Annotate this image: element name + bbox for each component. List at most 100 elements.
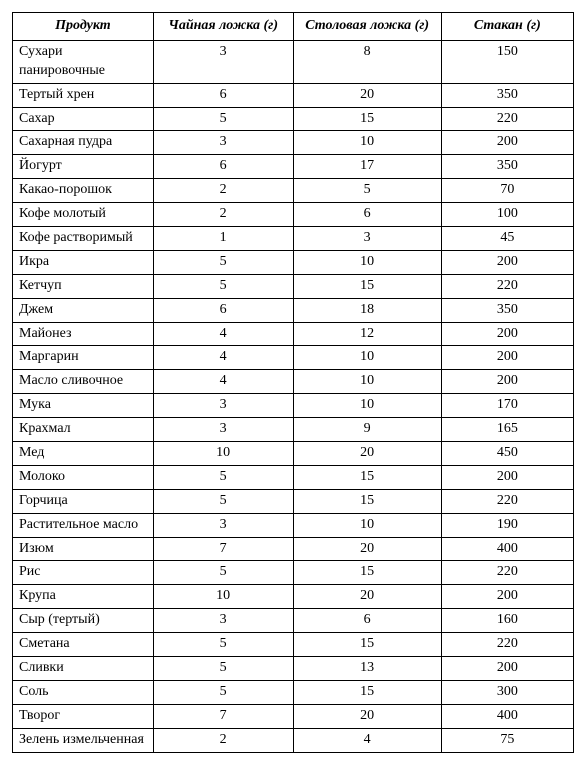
col-header-teaspoon: Чайная ложка (г) xyxy=(153,13,293,41)
cell-value: 190 xyxy=(441,513,573,537)
table-row: Икра510200 xyxy=(13,250,574,274)
cell-value: 8 xyxy=(293,40,441,83)
cell-value: 200 xyxy=(441,322,573,346)
cell-product: Сливки xyxy=(13,657,154,681)
cell-value: 10 xyxy=(293,513,441,537)
cell-product: Тертый хрен xyxy=(13,83,154,107)
cell-value: 220 xyxy=(441,561,573,585)
cell-product: Горчица xyxy=(13,489,154,513)
cell-value: 200 xyxy=(441,585,573,609)
cell-value: 17 xyxy=(293,155,441,179)
cell-product: Мука xyxy=(13,394,154,418)
cell-value: 400 xyxy=(441,537,573,561)
cell-value: 6 xyxy=(293,609,441,633)
cell-value: 70 xyxy=(441,179,573,203)
cell-value: 220 xyxy=(441,633,573,657)
table-row: Масло сливочное410200 xyxy=(13,370,574,394)
cell-value: 350 xyxy=(441,155,573,179)
cell-value: 220 xyxy=(441,274,573,298)
cell-value: 220 xyxy=(441,489,573,513)
table-row: Сыр (тертый)36160 xyxy=(13,609,574,633)
table-row: Растительное масло310190 xyxy=(13,513,574,537)
cell-product: Крахмал xyxy=(13,418,154,442)
table-row: Кофе молотый26100 xyxy=(13,203,574,227)
table-row: Джем618350 xyxy=(13,298,574,322)
cell-value: 200 xyxy=(441,370,573,394)
cell-product: Изюм xyxy=(13,537,154,561)
cell-value: 15 xyxy=(293,633,441,657)
cell-value: 75 xyxy=(441,728,573,752)
cell-value: 5 xyxy=(153,107,293,131)
table-row: Кетчуп515220 xyxy=(13,274,574,298)
table-row: Маргарин410200 xyxy=(13,346,574,370)
table-row: Творог720400 xyxy=(13,704,574,728)
cell-product: Крупа xyxy=(13,585,154,609)
table-row: Какао-порошок2570 xyxy=(13,179,574,203)
cell-value: 9 xyxy=(293,418,441,442)
table-row: Мед1020450 xyxy=(13,442,574,466)
cell-value: 5 xyxy=(153,680,293,704)
cell-value: 350 xyxy=(441,298,573,322)
cell-product: Сахар xyxy=(13,107,154,131)
cell-value: 10 xyxy=(293,394,441,418)
cell-value: 4 xyxy=(153,346,293,370)
cell-value: 20 xyxy=(293,704,441,728)
cell-value: 3 xyxy=(153,513,293,537)
cell-value: 450 xyxy=(441,442,573,466)
cell-value: 220 xyxy=(441,107,573,131)
cell-value: 45 xyxy=(441,227,573,251)
table-row: Сахарная пудра310200 xyxy=(13,131,574,155)
cell-value: 20 xyxy=(293,442,441,466)
cell-product: Икра xyxy=(13,250,154,274)
cell-product: Кетчуп xyxy=(13,274,154,298)
cell-value: 165 xyxy=(441,418,573,442)
cell-value: 15 xyxy=(293,680,441,704)
cell-value: 400 xyxy=(441,704,573,728)
cell-value: 5 xyxy=(153,489,293,513)
cell-value: 7 xyxy=(153,704,293,728)
cell-value: 6 xyxy=(153,155,293,179)
cell-value: 200 xyxy=(441,250,573,274)
table-row: Майонез412200 xyxy=(13,322,574,346)
table-row: Рис515220 xyxy=(13,561,574,585)
cell-value: 100 xyxy=(441,203,573,227)
measurement-table: Продукт Чайная ложка (г) Столовая ложка … xyxy=(12,12,574,753)
cell-value: 3 xyxy=(153,40,293,83)
cell-value: 6 xyxy=(293,203,441,227)
cell-value: 2 xyxy=(153,203,293,227)
cell-value: 5 xyxy=(293,179,441,203)
cell-value: 3 xyxy=(153,131,293,155)
cell-value: 200 xyxy=(441,465,573,489)
cell-product: Джем xyxy=(13,298,154,322)
table-row: Горчица515220 xyxy=(13,489,574,513)
cell-value: 6 xyxy=(153,298,293,322)
cell-product: Сахарная пудра xyxy=(13,131,154,155)
cell-value: 15 xyxy=(293,274,441,298)
cell-value: 10 xyxy=(153,585,293,609)
cell-value: 5 xyxy=(153,561,293,585)
cell-value: 6 xyxy=(153,83,293,107)
cell-value: 20 xyxy=(293,83,441,107)
cell-value: 20 xyxy=(293,537,441,561)
table-body: Сухари панировочные38150Тертый хрен62035… xyxy=(13,40,574,752)
cell-value: 5 xyxy=(153,274,293,298)
cell-product: Кофе растворимый xyxy=(13,227,154,251)
cell-value: 18 xyxy=(293,298,441,322)
col-header-tablespoon: Столовая ложка (г) xyxy=(293,13,441,41)
cell-value: 160 xyxy=(441,609,573,633)
cell-product: Сыр (тертый) xyxy=(13,609,154,633)
cell-value: 4 xyxy=(293,728,441,752)
table-header: Продукт Чайная ложка (г) Столовая ложка … xyxy=(13,13,574,41)
cell-product: Творог xyxy=(13,704,154,728)
cell-value: 4 xyxy=(153,322,293,346)
table-row: Сметана515220 xyxy=(13,633,574,657)
cell-value: 3 xyxy=(153,609,293,633)
cell-product: Йогурт xyxy=(13,155,154,179)
cell-product: Соль xyxy=(13,680,154,704)
cell-value: 13 xyxy=(293,657,441,681)
cell-value: 4 xyxy=(153,370,293,394)
cell-value: 5 xyxy=(153,250,293,274)
cell-value: 15 xyxy=(293,489,441,513)
cell-value: 15 xyxy=(293,465,441,489)
col-header-glass: Стакан (г) xyxy=(441,13,573,41)
